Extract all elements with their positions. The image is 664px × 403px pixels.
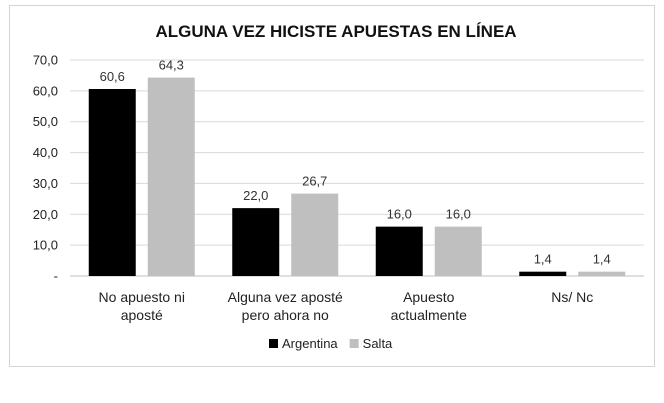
legend-label: Argentina [282,336,338,351]
legend-label: Salta [363,336,393,351]
bar-salta [291,193,339,276]
y-tick-label: 10,0 [33,238,58,253]
data-label: 1,4 [534,252,552,267]
bar-argentina [88,89,136,277]
category-label: Apuesto [403,289,455,305]
category-label: pero ahora no [242,307,329,323]
y-tick-label: 30,0 [33,176,58,191]
category-label: aposté [121,307,163,323]
bars [88,77,626,277]
category-label: actualmente [391,307,467,323]
legend: Argentina Salta [269,336,393,351]
data-label: 16,0 [387,207,412,222]
chart-title: ALGUNA VEZ HICISTE APUESTAS EN LÍNEA [155,22,516,41]
bar-salta [434,226,482,276]
data-label: 64,3 [159,58,184,73]
y-tick-label: 40,0 [33,145,58,160]
data-label: 1,4 [593,252,611,267]
data-label: 22,0 [243,188,268,203]
bar-argentina [375,226,423,276]
category-label: Alguna vez aposté [228,289,343,305]
y-tick-label: 50,0 [33,114,58,129]
bar-salta [147,77,195,277]
category-label: Ns/ Nc [551,289,593,305]
category-label: No apuesto ni [99,289,185,305]
bar-argentina [232,208,280,276]
data-labels: 60,6 22,0 16,0 1,4 64,3 26,7 16,0 1,4 [100,58,611,267]
category-labels: No apuesto ni aposté Alguna vez aposté pero… [99,289,594,323]
legend-swatch-argentina [269,339,278,348]
bar-salta [578,271,626,276]
y-tick-label: 60,0 [33,83,58,98]
data-label: 16,0 [446,207,471,222]
data-label: 60,6 [100,69,125,84]
legend-swatch-salta [349,339,359,348]
data-label: 26,7 [302,174,327,189]
bar-argentina [519,271,567,276]
y-axis-ticks: - 10,0 20,0 30,0 40,0 50,0 60,0 70,0 [33,53,58,284]
y-tick-label: 20,0 [33,207,58,222]
y-tick-label: 70,0 [33,53,58,68]
y-tick-label: - [54,269,58,284]
